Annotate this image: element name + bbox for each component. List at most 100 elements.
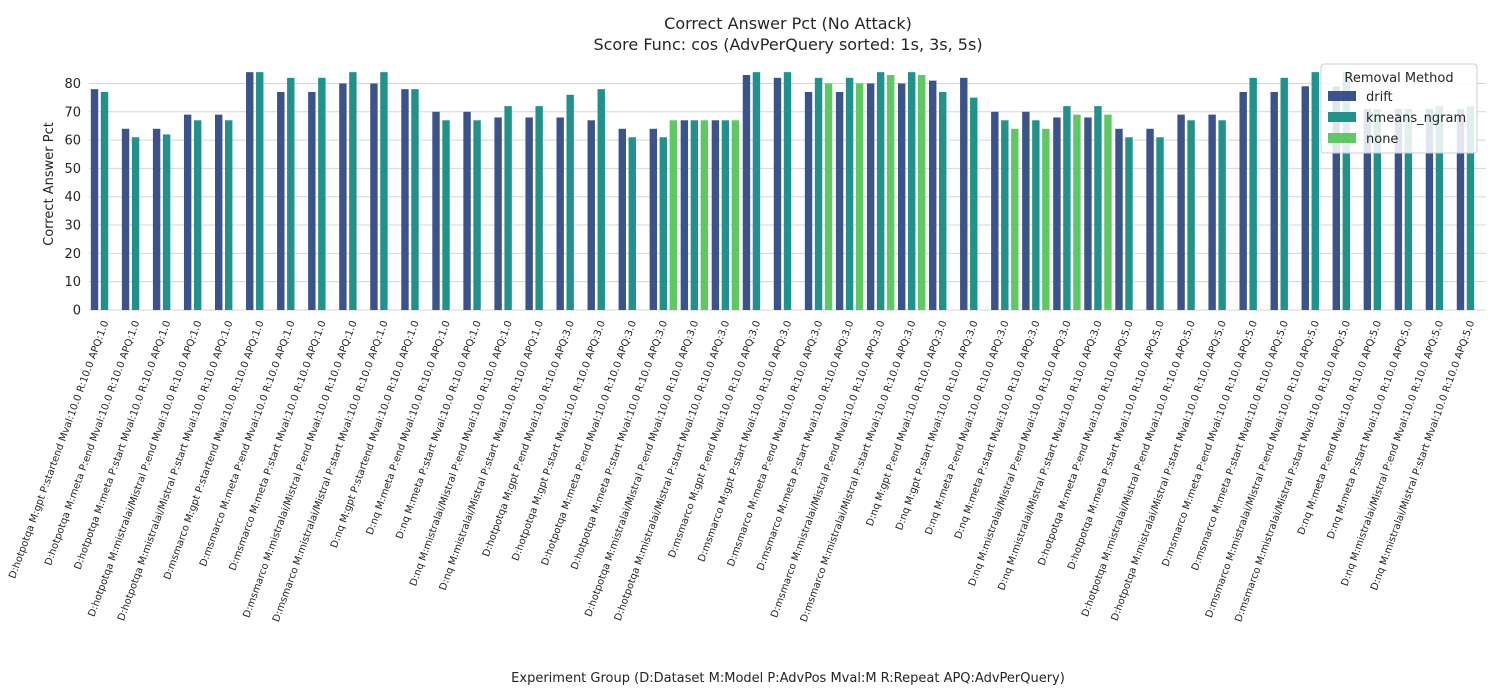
- bar-kmeans_ngram: [1063, 106, 1071, 311]
- bar-drift: [215, 114, 223, 310]
- y-tick-label: 60: [64, 134, 81, 149]
- bar-drift: [152, 128, 161, 310]
- bar-kmeans_ngram: [131, 137, 140, 310]
- bar-kmeans_ngram: [783, 72, 792, 310]
- bar-drift: [1363, 108, 1372, 310]
- bar-drift: [587, 120, 595, 310]
- bar-drift: [401, 89, 409, 311]
- bar-drift: [463, 111, 471, 310]
- bar-drift: [1239, 91, 1247, 310]
- bar-kmeans_ngram: [1373, 108, 1382, 310]
- bar-drift: [90, 89, 99, 311]
- bar-kmeans_ngram: [193, 120, 202, 310]
- bar-drift: [1394, 108, 1403, 310]
- bar-drift: [183, 114, 192, 310]
- legend-label-drift: drift: [1366, 90, 1393, 105]
- bar-none: [824, 83, 833, 310]
- y-tick-label: 50: [64, 162, 81, 177]
- bar-kmeans_ngram: [1280, 77, 1288, 310]
- bar-drift: [618, 128, 626, 310]
- bar-none: [1011, 128, 1019, 310]
- bar-drift: [991, 111, 999, 310]
- bar-drift: [1146, 128, 1154, 310]
- bar-kmeans_ngram: [845, 77, 854, 310]
- bar-kmeans_ngram: [628, 137, 636, 310]
- bar-drift: [742, 74, 751, 310]
- bar-kmeans_ngram: [690, 120, 699, 310]
- bar-kmeans_ngram: [1404, 108, 1413, 310]
- bar-none: [855, 83, 864, 310]
- bar-kmeans_ngram: [566, 94, 574, 310]
- bar-kmeans_ngram: [100, 91, 109, 310]
- legend-label-none: none: [1366, 132, 1398, 147]
- bar-kmeans_ngram: [1435, 106, 1444, 311]
- bar-drift: [1270, 91, 1278, 310]
- legend-box: [1320, 63, 1478, 154]
- bar-kmeans_ngram: [814, 77, 823, 310]
- bar-drift: [960, 77, 968, 310]
- legend-swatch-drift: [1328, 91, 1356, 101]
- y-tick-label: 10: [64, 275, 81, 290]
- y-tick-label: 20: [64, 247, 81, 262]
- bar-drift: [897, 83, 906, 310]
- bar-kmeans_ngram: [907, 72, 916, 310]
- bar-drift: [277, 91, 285, 310]
- bar-drift: [649, 128, 658, 310]
- bar-none: [669, 120, 678, 310]
- y-axis-label: Correct Answer Pct: [42, 122, 57, 246]
- bar-drift: [1115, 128, 1123, 310]
- bar-kmeans_ngram: [1156, 137, 1164, 310]
- bar-drift: [866, 83, 875, 310]
- bar-drift: [308, 91, 316, 310]
- y-tick-label: 80: [64, 77, 81, 92]
- bar-kmeans_ngram: [752, 72, 761, 310]
- bar-drift: [121, 128, 130, 310]
- bar-none: [917, 74, 926, 310]
- bar-drift: [432, 111, 440, 310]
- bar-kmeans_ngram: [318, 77, 326, 310]
- bar-drift: [1425, 108, 1434, 310]
- y-tick-label: 0: [73, 304, 81, 319]
- bar-drift: [680, 120, 689, 310]
- legend-swatch-kmeans_ngram: [1328, 112, 1356, 122]
- bar-none: [886, 74, 895, 310]
- bar-kmeans_ngram: [721, 120, 730, 310]
- y-tick-label: 70: [64, 105, 81, 120]
- bar-kmeans_ngram: [876, 72, 885, 310]
- bar-none: [1042, 128, 1050, 310]
- bar-drift: [1456, 108, 1465, 310]
- bar-drift: [804, 91, 813, 310]
- y-tick-labels: 0 10 20 30 40 50 60 70 80: [64, 77, 81, 319]
- bar-kmeans_ngram: [1311, 72, 1319, 310]
- bar-none: [1104, 114, 1112, 310]
- bar-drift: [1022, 111, 1030, 310]
- bar-kmeans_ngram: [1187, 120, 1195, 310]
- bar-kmeans_ngram: [535, 106, 543, 311]
- bar-drift: [1053, 117, 1061, 311]
- bars-group: [90, 72, 1475, 311]
- bar-drift: [494, 117, 502, 311]
- bar-drift: [339, 83, 347, 310]
- legend-swatch-none: [1328, 133, 1356, 143]
- bar-drift: [929, 80, 937, 310]
- bar-kmeans_ngram: [411, 89, 419, 311]
- bar-drift: [711, 120, 720, 310]
- x-axis-label: Experiment Group (D:Dataset M:Model P:Ad…: [511, 671, 1065, 686]
- bar-kmeans_ngram: [380, 72, 388, 310]
- legend-label-kmeans_ngram: kmeans_ngram: [1366, 111, 1466, 126]
- bar-kmeans_ngram: [1001, 120, 1009, 310]
- bar-drift: [370, 83, 378, 310]
- bar-kmeans_ngram: [1032, 120, 1040, 310]
- bar-kmeans_ngram: [256, 72, 264, 310]
- bar-kmeans_ngram: [349, 72, 357, 310]
- bar-kmeans_ngram: [287, 77, 295, 310]
- bar-kmeans_ngram: [1249, 77, 1257, 310]
- bar-kmeans_ngram: [225, 120, 233, 310]
- bar-drift: [1208, 114, 1216, 310]
- bar-kmeans_ngram: [442, 120, 450, 310]
- bar-drift: [556, 117, 564, 311]
- bar-drift: [835, 91, 844, 310]
- chart-title: Correct Answer Pct (No Attack): [664, 14, 912, 33]
- bar-kmeans_ngram: [1094, 106, 1102, 311]
